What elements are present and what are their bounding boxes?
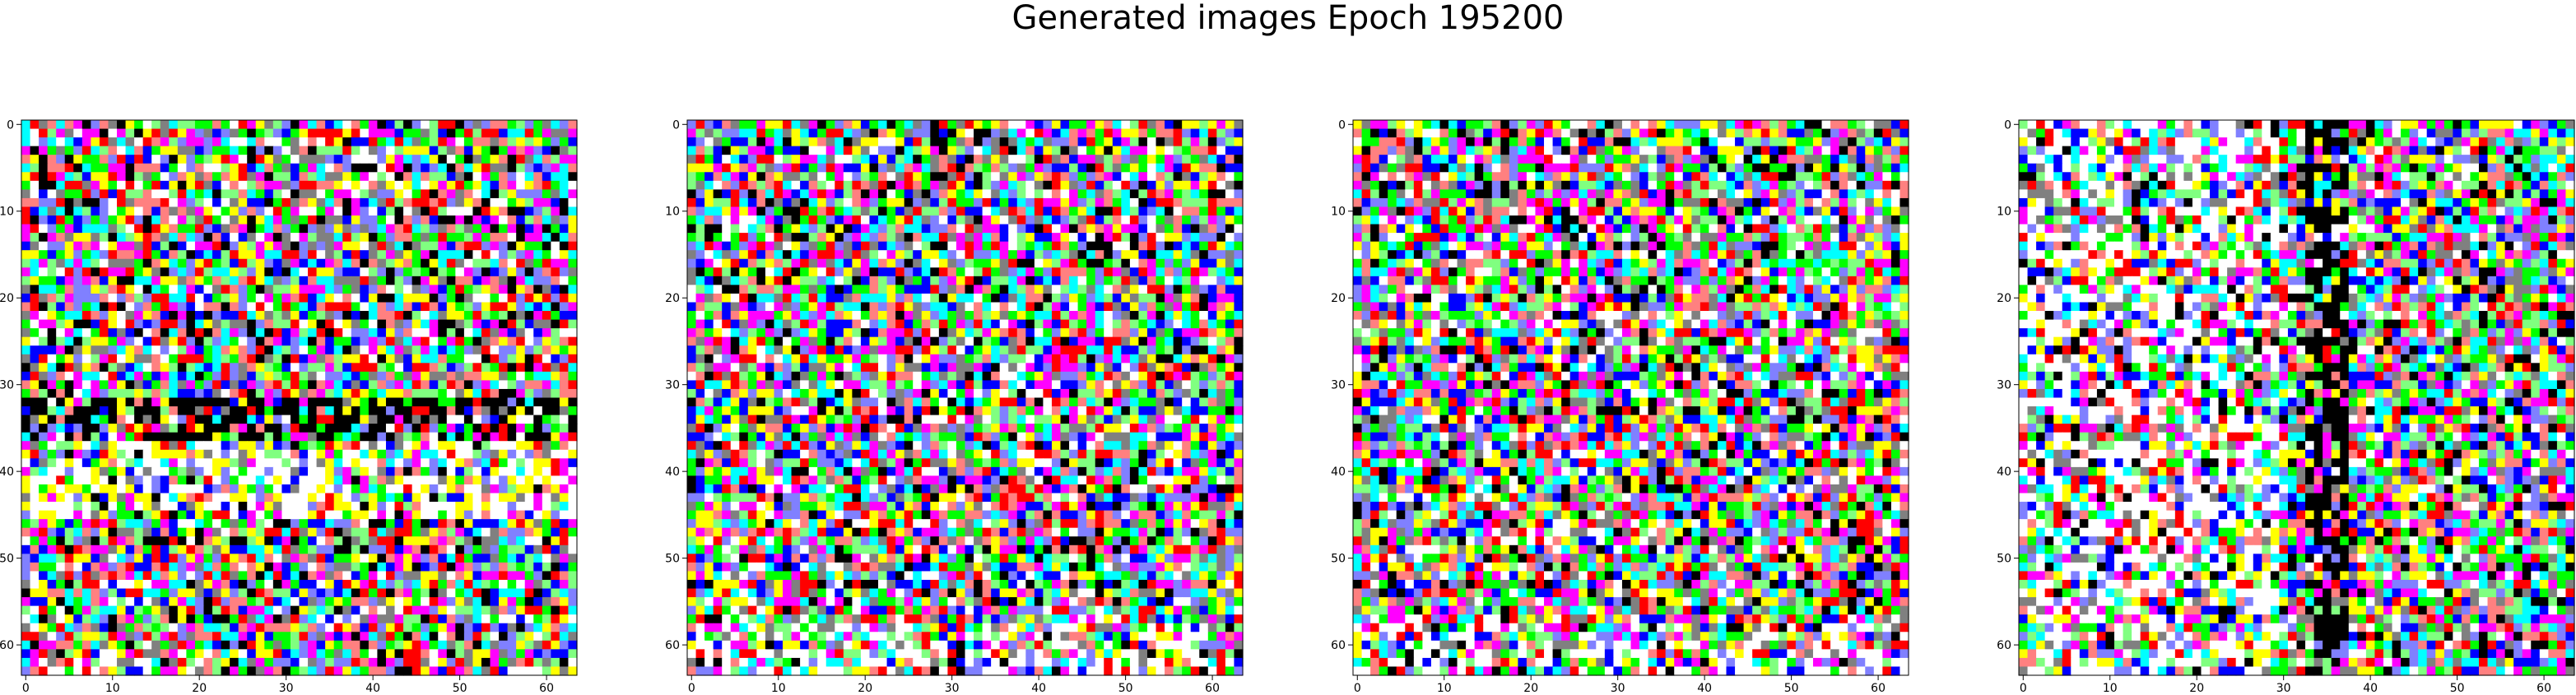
y-tick-label: 50 — [665, 553, 680, 566]
y-tick-label: 20 — [1997, 292, 2011, 305]
x-tick-label: 10 — [771, 682, 786, 695]
x-tick-label: 0 — [22, 682, 30, 695]
x-tick-label: 50 — [1784, 682, 1799, 695]
y-tick-label: 60 — [1997, 639, 2011, 652]
y-tick-label: 20 — [1331, 292, 1346, 305]
image-panel-1: 0 10 20 30 40 50 60 0 10 20 30 40 50 60 — [0, 118, 578, 695]
y-tick-label: 0 — [1338, 118, 1346, 132]
axes-frame — [1352, 119, 1909, 676]
x-tick-label: 30 — [1611, 682, 1625, 695]
y-tick-label: 50 — [0, 553, 14, 566]
x-tick-label: 10 — [2103, 682, 2118, 695]
x-tick-label: 50 — [2450, 682, 2465, 695]
image-pixels — [21, 120, 578, 676]
x-tick-label: 20 — [858, 682, 872, 695]
y-tick-label: 10 — [665, 206, 680, 219]
y-tick-label: 50 — [1331, 553, 1346, 566]
y-tick-label: 10 — [0, 206, 14, 219]
y-tick-label: 40 — [1331, 466, 1346, 479]
y-tick-label: 0 — [2004, 118, 2011, 132]
y-tick-label: 50 — [1997, 553, 2011, 566]
x-tick-label: 0 — [2020, 682, 2027, 695]
x-tick-label: 30 — [279, 682, 294, 695]
axes-frame — [2018, 119, 2575, 676]
image-pixels — [2019, 120, 2575, 676]
figure-title: Generated images Epoch 195200 — [1011, 0, 1565, 37]
image-pixels — [687, 120, 1244, 676]
x-tick-label: 10 — [1437, 682, 1452, 695]
y-tick-label: 30 — [0, 379, 14, 392]
y-tick-label: 10 — [1997, 206, 2011, 219]
x-tick-label: 50 — [1118, 682, 1133, 695]
x-tick-label: 30 — [945, 682, 960, 695]
y-tick-label: 40 — [1997, 466, 2011, 479]
x-tick-label: 0 — [1354, 682, 1361, 695]
x-tick-label: 60 — [1205, 682, 1220, 695]
x-tick-label: 20 — [192, 682, 207, 695]
x-tick-label: 20 — [2189, 682, 2204, 695]
y-tick-label: 40 — [0, 466, 14, 479]
x-tick-label: 40 — [1697, 682, 1712, 695]
x-tick-label: 40 — [365, 682, 380, 695]
image-panel-4: 0 10 20 30 40 50 60 0 10 20 30 40 50 60 — [1997, 118, 2575, 695]
y-tick-label: 20 — [0, 292, 14, 305]
image-panel-2: 0 10 20 30 40 50 60 0 10 20 30 40 50 60 — [665, 118, 1244, 695]
axes-frame — [21, 119, 578, 676]
y-tick-label: 40 — [665, 466, 680, 479]
axes-frame — [686, 119, 1244, 676]
x-tick-label: 30 — [2276, 682, 2291, 695]
x-tick-label: 20 — [1523, 682, 1538, 695]
x-tick-label: 40 — [2363, 682, 2378, 695]
y-tick-label: 30 — [1331, 379, 1346, 392]
y-tick-label: 10 — [1331, 206, 1346, 219]
y-tick-label: 60 — [1331, 639, 1346, 652]
x-tick-label: 0 — [688, 682, 695, 695]
image-pixels — [1353, 120, 1909, 676]
y-tick-label: 0 — [7, 118, 14, 132]
y-tick-label: 60 — [0, 639, 14, 652]
x-tick-label: 10 — [105, 682, 120, 695]
x-tick-label: 60 — [1871, 682, 1886, 695]
y-tick-label: 60 — [665, 639, 680, 652]
y-tick-label: 20 — [665, 292, 680, 305]
y-tick-label: 30 — [665, 379, 680, 392]
x-tick-label: 50 — [453, 682, 467, 695]
image-panel-3: 0 10 20 30 40 50 60 0 10 20 30 40 50 60 — [1331, 118, 1909, 695]
x-tick-label: 60 — [2536, 682, 2551, 695]
x-tick-label: 60 — [539, 682, 554, 695]
y-tick-label: 0 — [672, 118, 680, 132]
x-tick-label: 40 — [1031, 682, 1046, 695]
y-tick-label: 30 — [1997, 379, 2011, 392]
